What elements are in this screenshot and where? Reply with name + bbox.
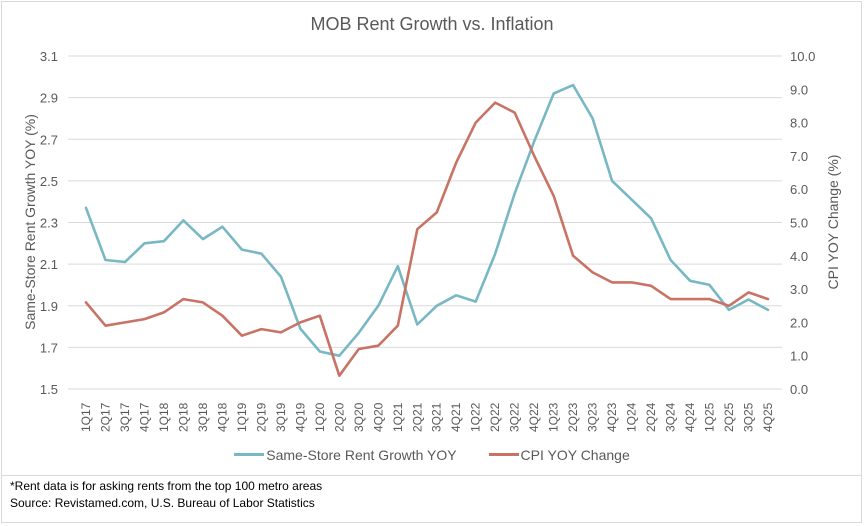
y-tick-label: 1.5 [40,382,58,397]
x-tick-label: 3Q22 [508,402,522,432]
y2-tick-label: 8.0 [790,116,808,131]
chart-plot: 1.5 1.7 1.9 2.1 2.3 2.5 2.7 2.9 3.1 0.0 1.0 2.0 3.0… [22,49,841,432]
x-tick-label: 1Q19 [235,402,249,432]
legend-item-rent: Same-Store Rent Growth YOY [234,446,457,463]
y2-tick-label: 5.0 [790,216,808,231]
x-tick-label: 1Q24 [625,402,639,432]
x-tick-label: 3Q17 [118,402,132,432]
x-tick-label: 3Q24 [664,402,678,432]
x-tick-label: 4Q17 [137,402,151,432]
x-tick-label: 4Q19 [293,402,307,432]
x-tick-label: 1Q18 [157,402,171,432]
x-tick-label: 4Q18 [215,402,229,432]
y2-tick-label: 10.0 [790,49,815,64]
y2-tick-label: 9.0 [790,82,808,97]
x-tick-label: 1Q25 [703,402,717,432]
x-tick-label: 2Q24 [644,402,658,432]
x-tick-label: 1Q20 [313,402,327,432]
legend-label-rent: Same-Store Rent Growth YOY [266,446,457,463]
x-tick-label: 2Q17 [98,402,112,432]
legend-swatch-rent [234,453,265,456]
x-tick-label: 2Q18 [176,402,190,432]
y-tick-label: 1.7 [40,340,58,355]
legend-label-cpi: CPI YOY Change [520,446,630,463]
y2-tick-label: 0.0 [790,382,808,397]
x-tick-label: 4Q21 [449,402,463,432]
x-tick-label: 3Q25 [742,402,756,432]
x-tick-label: 3Q20 [352,402,366,432]
series-line-cpi [84,101,770,378]
y-tick-label: 2.3 [40,216,58,231]
gridlines [68,55,782,390]
x-tick-label: 3Q18 [196,402,210,432]
y-tick-label: 3.1 [40,49,58,64]
x-tick-label: 1Q22 [469,402,483,432]
chart-title: MOB Rent Growth vs. Inflation [310,14,554,34]
x-tick-label: 2Q19 [254,402,268,432]
y-axis-left-ticks: 1.5 1.7 1.9 2.1 2.3 2.5 2.7 2.9 3.1 [40,49,58,397]
x-tick-label: 2Q21 [410,402,424,432]
y2-tick-label: 3.0 [790,282,808,297]
series-lines [84,83,770,378]
source-text: Source: Revistamed.com, U.S. Bureau of L… [10,496,315,510]
x-tick-label: 4Q24 [683,402,697,432]
x-tick-label: 1Q23 [547,402,561,432]
x-tick-label: 4Q23 [605,402,619,432]
legend-item-cpi: CPI YOY Change [488,446,630,463]
y2-tick-label: 4.0 [790,249,808,264]
y2-tick-label: 2.0 [790,315,808,330]
x-tick-label: 4Q20 [371,402,385,432]
y-axis-left-label: Same-Store Rent Growth YOY (%) [22,114,38,330]
y-tick-label: 2.9 [40,91,58,106]
legend: Same-Store Rent Growth YOY CPI YOY Chang… [0,443,864,463]
y-axis-right-label: CPI YOY Change (%) [825,155,841,290]
x-tick-label: 2Q22 [488,402,502,432]
x-tick-label: 4Q25 [761,402,775,432]
x-tick-label: 2Q25 [722,402,736,432]
x-tick-label: 2Q20 [332,402,346,432]
y2-tick-label: 1.0 [790,349,808,364]
y2-tick-label: 6.0 [790,182,808,197]
legend-swatch-cpi [488,453,519,456]
series-line-rent [84,83,770,358]
x-tick-label: 2Q23 [566,402,580,432]
x-tick-label: 3Q19 [274,402,288,432]
y-axis-right-ticks: 0.0 1.0 2.0 3.0 4.0 5.0 6.0 7.0 8.0 9.0 10.0 [790,49,815,397]
x-tick-label: 4Q22 [527,402,541,432]
x-tick-label: 3Q23 [586,402,600,432]
footnote-text: *Rent data is for asking rents from the … [10,479,323,493]
y-tick-label: 2.5 [40,174,58,189]
x-tick-label: 3Q21 [430,402,444,432]
y-tick-label: 1.9 [40,299,58,314]
footnote-box [1,475,862,523]
x-tick-label: 1Q21 [391,402,405,432]
y-tick-label: 2.1 [40,257,58,272]
x-tick-label: 1Q17 [79,402,93,432]
y-tick-label: 2.7 [40,132,58,147]
x-axis-ticks: 1Q17 2Q17 3Q17 4Q17 1Q18 2Q18 3Q18 4Q18 1Q19 2Q19… [79,402,775,432]
y2-tick-label: 7.0 [790,149,808,164]
